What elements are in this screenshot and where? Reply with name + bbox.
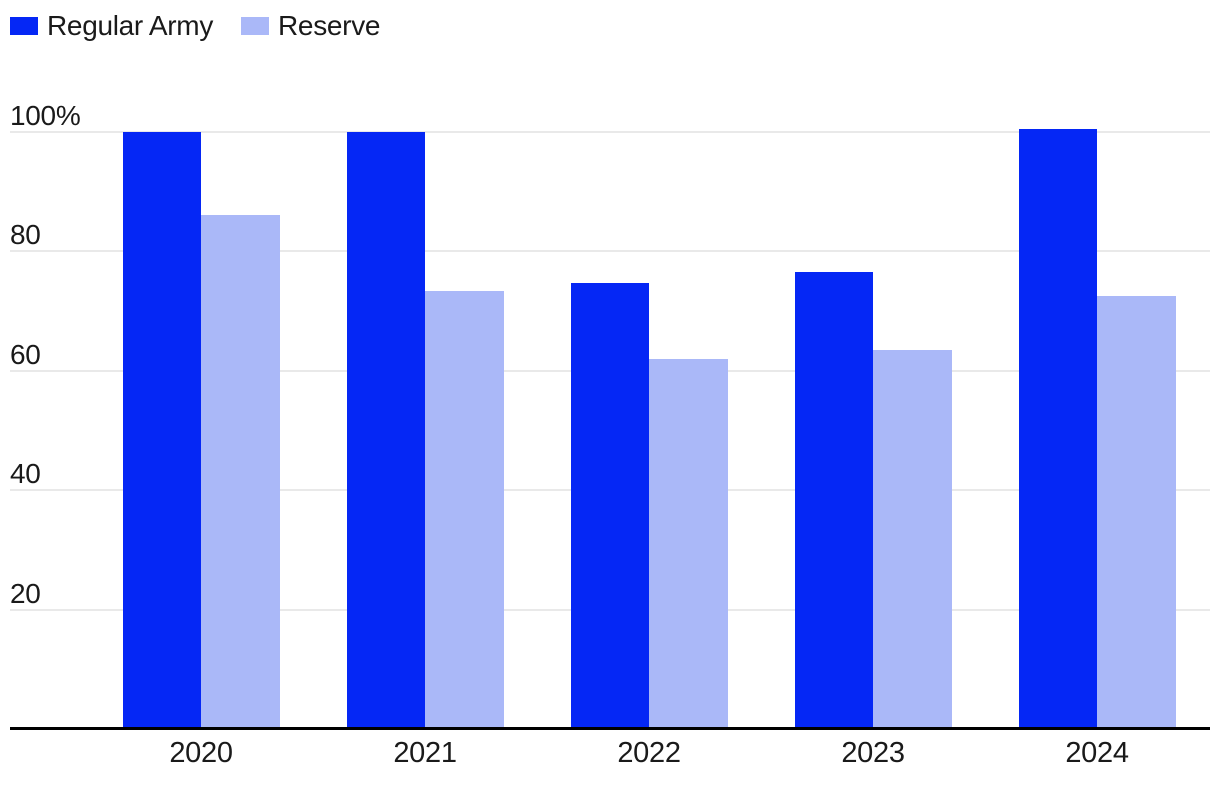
bar-reserve-2021 [425,291,504,729]
bar-regular-army-2021 [347,131,425,729]
y-tick-label-20: 20 [10,577,41,609]
gridline-80 [10,250,1210,252]
bar-regular-army-2020 [123,131,201,729]
legend-label-regular-army: Regular Army [47,10,214,41]
legend-swatch-regular-army [10,17,38,35]
bar-regular-army-2023 [795,271,873,729]
x-axis-label-2020: 2020 [169,737,233,769]
y-tick-label-100: 100% [10,99,81,131]
x-axis-label-2024: 2024 [1065,737,1129,769]
y-tick-label-60: 60 [10,338,41,370]
x-axis-label-2021: 2021 [393,737,457,769]
legend-item-regular-army: Regular Army [10,12,213,40]
bar-reserve-2023 [873,349,952,729]
bar-reserve-2024 [1097,295,1176,729]
legend-label-reserve: Reserve [278,10,381,41]
gridline-100 [10,130,1210,133]
legend-swatch-reserve [241,17,270,35]
y-tick-label-40: 40 [10,458,41,489]
x-axis-label-2022: 2022 [617,737,681,769]
bar-reserve-2022 [649,358,728,729]
bar-reserve-2020 [201,215,280,729]
x-axis-line [10,727,1210,730]
bar-regular-army-2022 [571,282,649,729]
bar-regular-army-2024 [1019,128,1097,729]
y-tick-label-80: 80 [10,219,41,250]
legend: Regular Army Reserve [10,12,408,40]
legend-item-reserve: Reserve [241,12,380,40]
x-axis-label-2023: 2023 [841,737,905,769]
